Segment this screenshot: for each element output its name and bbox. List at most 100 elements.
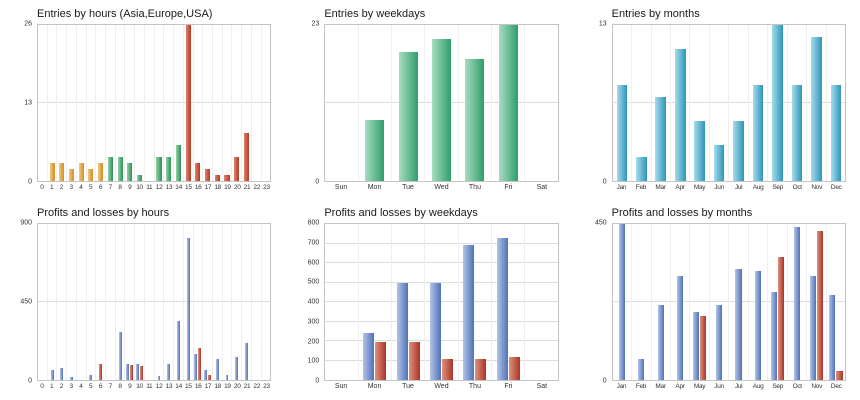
x-tick-label: Apr xyxy=(675,383,685,390)
x-tick-label: 5 xyxy=(89,383,93,390)
bar xyxy=(429,282,441,380)
bar xyxy=(215,359,219,380)
category-slot xyxy=(788,25,808,181)
bar xyxy=(194,354,198,380)
category-slot xyxy=(96,224,107,380)
x-tick-label: Mar xyxy=(655,184,666,191)
category-slot xyxy=(67,25,77,181)
y-tick-label: 700 xyxy=(307,239,320,247)
x-tick-label: Sep xyxy=(772,184,783,191)
plot-area xyxy=(324,24,559,182)
bar xyxy=(616,85,628,181)
gridline xyxy=(325,242,558,244)
y-tick-label: 800 xyxy=(307,219,320,227)
bar xyxy=(638,359,645,380)
x-tick-label: 3 xyxy=(69,383,74,390)
bar xyxy=(78,163,84,181)
chart-title: Entries by hours (Asia,Europe,USA) xyxy=(37,8,213,20)
x-tick-label: 18 xyxy=(214,383,221,390)
x-tick-label: 2 xyxy=(59,383,64,390)
x-tick-label: Jun xyxy=(714,383,724,390)
x-tick-label: Sat xyxy=(536,383,548,390)
category-slot xyxy=(652,25,672,181)
bar-slots xyxy=(38,224,270,380)
y-axis: 0 23 xyxy=(297,21,324,186)
x-tick-label: 0 xyxy=(40,383,44,390)
category-slot xyxy=(392,224,426,380)
bar xyxy=(811,37,822,181)
bar xyxy=(375,341,387,380)
x-axis-labels: Jan Feb Mar Apr May Jun Jul Aug Sep Oct Nov Dec xyxy=(612,381,846,392)
gridline xyxy=(325,262,558,263)
y-tick-label: 200 xyxy=(307,338,320,345)
bar xyxy=(791,85,803,181)
bar xyxy=(498,25,518,181)
bar xyxy=(635,157,647,181)
category-slot xyxy=(252,25,262,181)
bar xyxy=(204,369,208,380)
category-slot xyxy=(788,224,808,380)
x-tick-label: 6 xyxy=(98,184,103,191)
category-slot xyxy=(145,25,155,181)
gridline xyxy=(325,320,558,322)
entries-by-weekdays-chart: 0 23 Sun Mon Tue Wed Thu Fri Sat xyxy=(297,21,559,193)
y-tick-label: 100 xyxy=(307,357,320,365)
category-slot xyxy=(87,25,97,181)
category-slot xyxy=(96,25,107,181)
category-slot xyxy=(194,25,204,181)
category-slot xyxy=(116,224,126,380)
category-slot xyxy=(807,25,827,181)
chart-title: Entries by months xyxy=(611,8,700,20)
category-slot xyxy=(145,224,155,380)
x-tick-label: 21 xyxy=(243,184,251,191)
bar xyxy=(107,157,113,181)
bar xyxy=(830,85,842,181)
x-tick-label: Tue xyxy=(402,184,414,191)
x-axis-labels: 0 1 2 3 4 5 6 7 8 9 10 11 12 13 14 15 16 17 18 19 20 21 22 23 xyxy=(37,182,271,193)
bar xyxy=(694,121,706,181)
x-tick-label: May xyxy=(693,184,706,191)
bar xyxy=(89,374,93,380)
x-tick-label: 14 xyxy=(175,184,182,191)
category-slot xyxy=(729,224,749,380)
category-slot xyxy=(710,224,730,380)
plot-area xyxy=(611,223,846,381)
bar xyxy=(752,85,764,181)
category-slot xyxy=(164,224,175,380)
pnl-by-hours-chart: 0 450 900 0 1 2 3 4 5 6 7 8 9 10 11 12 13 14 15 16 17 18 19 20 2… xyxy=(10,219,272,392)
x-tick-label: 7 xyxy=(108,184,113,191)
y-tick-label: 0 xyxy=(315,377,320,385)
bar xyxy=(716,305,723,380)
x-tick-label: 5 xyxy=(89,184,93,191)
bar xyxy=(186,237,190,380)
category-slot xyxy=(671,224,691,380)
chart-body: 0 100 200 300 400 500 600 700 800 xyxy=(297,219,559,385)
bar-slots xyxy=(325,25,557,181)
y-tick-label: 900 xyxy=(20,219,32,227)
x-tick-label: Jan xyxy=(616,184,627,191)
category-slot xyxy=(155,224,165,380)
x-tick-label: Jul xyxy=(734,184,743,191)
x-tick-label: Sun xyxy=(334,184,348,191)
bar xyxy=(167,364,171,380)
category-slot xyxy=(749,224,769,380)
bar xyxy=(117,157,123,181)
bar xyxy=(234,157,240,181)
category-slot xyxy=(57,25,68,181)
x-tick-label: 22 xyxy=(253,383,261,390)
category-slot xyxy=(525,224,557,380)
chart-body: 0 13 26 xyxy=(10,21,272,186)
x-tick-label: 1 xyxy=(49,184,54,191)
bar xyxy=(244,342,248,380)
category-slot xyxy=(135,224,145,380)
bar xyxy=(99,364,103,380)
category-slot xyxy=(203,25,213,181)
y-axis: 0 100 200 300 400 500 600 700 800 xyxy=(297,219,324,385)
x-tick-label: Nov xyxy=(811,184,823,191)
y-tick-label: 500 xyxy=(307,278,320,286)
x-tick-label: Thu xyxy=(468,383,481,390)
bar xyxy=(508,356,520,380)
chart-title: Entries by weekdays xyxy=(324,8,426,20)
bar xyxy=(176,321,180,380)
category-slot xyxy=(632,25,652,181)
